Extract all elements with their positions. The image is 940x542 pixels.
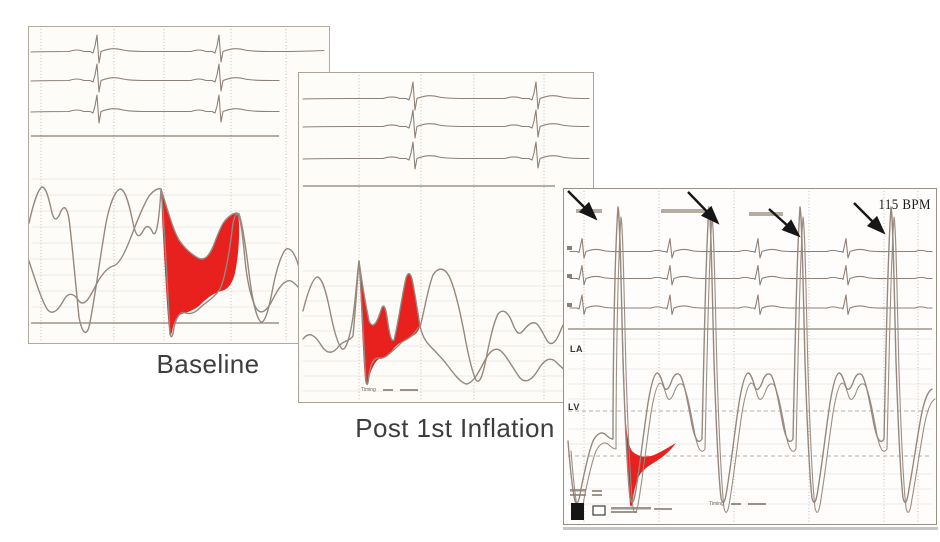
baseline-tracing-plot <box>29 29 328 341</box>
illegible-microtext <box>747 503 766 505</box>
ecg-trace-3 <box>30 94 280 124</box>
arrow-icon <box>687 191 720 225</box>
illegible-microtext <box>399 389 418 391</box>
post-inflation-caption: Post 1st Inflation <box>355 413 555 443</box>
final-result-panel: 115 BPM LA LV Timing <box>563 188 937 525</box>
ecg-trace-3 <box>302 141 590 170</box>
illegible-microtext <box>382 389 393 391</box>
grid-lines <box>303 75 590 400</box>
logo-glyph <box>592 505 606 516</box>
ecg-trace-3 <box>569 294 933 316</box>
ecg-lead-marks <box>567 246 572 307</box>
arrow-icon <box>853 202 886 235</box>
header-microtext-smudges <box>576 209 783 216</box>
timing-label: Timing <box>361 387 376 393</box>
illegible-microtext <box>611 507 651 510</box>
lv-pressure-trace <box>302 260 590 386</box>
baseline-panel <box>28 26 330 344</box>
post-inflation-panel: Timing <box>298 72 594 403</box>
calibration-block <box>571 503 584 520</box>
gradient-fill-baseline <box>161 189 240 336</box>
heart-rate-readout: 115 BPM <box>878 197 931 213</box>
baseline-caption: Baseline <box>156 349 260 379</box>
post-inflation-tracing-plot <box>302 75 591 400</box>
timing-footer: Timing <box>361 387 418 393</box>
lv-pressure-trace <box>29 186 328 338</box>
illegible-microtext <box>611 511 637 513</box>
la-pressure-trace <box>302 260 591 385</box>
lv-pressure-trace <box>567 206 933 504</box>
la-chamber-label: LA <box>570 344 583 354</box>
ecg-trace-1 <box>302 81 590 111</box>
footer-annotations <box>570 489 672 520</box>
illegible-microtext <box>654 508 672 510</box>
ecg-trace-2 <box>302 109 590 139</box>
arrow-icon <box>768 208 801 238</box>
ecg-trace-1 <box>30 34 325 64</box>
grid-lines <box>31 29 287 341</box>
timing-footer: Timing <box>709 501 766 507</box>
final-tracing-plot <box>567 190 936 522</box>
ecg-trace-1 <box>569 237 933 259</box>
panel-shadow <box>563 527 938 530</box>
arrow-icon <box>567 190 598 221</box>
la-pressure-trace <box>29 188 327 313</box>
gradient-fill-final <box>621 273 676 507</box>
illegible-microtext <box>730 503 741 505</box>
la-pressure-trace <box>570 216 936 514</box>
ecg-trace-2 <box>30 63 280 93</box>
timing-label: Timing <box>709 501 724 507</box>
ecg-trace-2 <box>569 264 933 286</box>
lv-chamber-label: LV <box>568 402 580 412</box>
beat-annotation-arrows <box>567 190 886 238</box>
gradient-fill-post-inflation <box>359 261 420 385</box>
